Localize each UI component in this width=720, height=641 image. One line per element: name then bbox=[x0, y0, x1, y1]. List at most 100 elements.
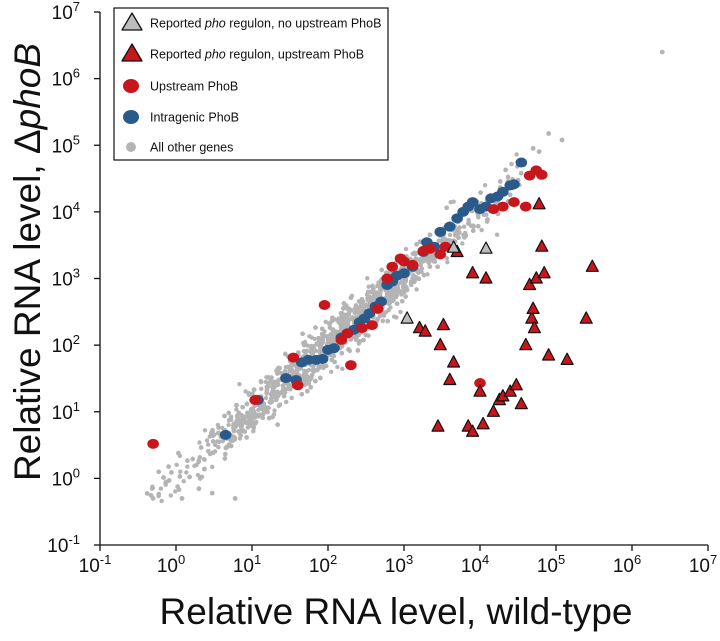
gene-point bbox=[404, 285, 409, 290]
x-tick-label: 107 bbox=[689, 552, 717, 577]
gene-point bbox=[380, 318, 385, 324]
gene-point bbox=[281, 388, 286, 393]
gene-point bbox=[210, 428, 215, 433]
gene-point bbox=[379, 287, 384, 293]
reported-pho-regulon-upstream-phob-point bbox=[473, 384, 487, 397]
gene-point bbox=[461, 224, 467, 229]
gene-point bbox=[216, 430, 221, 436]
gene-point bbox=[201, 457, 207, 462]
gene-point bbox=[309, 375, 314, 381]
gene-point bbox=[302, 370, 307, 376]
gene-point bbox=[237, 382, 242, 387]
gene-point bbox=[176, 450, 181, 456]
gene-point bbox=[446, 238, 451, 243]
gene-point bbox=[259, 406, 264, 411]
gene-point bbox=[238, 433, 243, 438]
upstream-phob-point bbox=[287, 352, 300, 363]
gene-point bbox=[178, 469, 183, 474]
gene-point bbox=[363, 332, 368, 338]
intragenic-phob-point bbox=[328, 343, 340, 354]
gene-point bbox=[251, 429, 256, 434]
upstream-phob-point bbox=[341, 328, 354, 339]
gene-point bbox=[226, 410, 231, 416]
gene-point bbox=[209, 490, 215, 496]
gene-point bbox=[412, 250, 417, 256]
gene-point bbox=[315, 367, 320, 373]
gene-point bbox=[223, 445, 228, 451]
gene-point bbox=[514, 152, 519, 157]
gene-point bbox=[260, 415, 265, 420]
gene-point bbox=[420, 257, 425, 262]
reported-pho-regulon-upstream-phob-point bbox=[447, 355, 461, 368]
gene-point bbox=[150, 485, 155, 491]
gene-point bbox=[156, 469, 161, 474]
gene-point bbox=[498, 179, 503, 184]
gene-point bbox=[393, 287, 399, 292]
gene-point bbox=[379, 267, 384, 273]
gene-point bbox=[275, 422, 280, 427]
gene-point bbox=[222, 456, 228, 461]
gene-point bbox=[494, 232, 500, 237]
gene-point bbox=[239, 423, 245, 428]
legend-item-intragenic-phob: Intragenic PhoB bbox=[123, 110, 239, 125]
gene-point bbox=[204, 438, 210, 443]
reported-pho-regulon-upstream-phob-point bbox=[418, 324, 432, 337]
gene-point bbox=[264, 387, 270, 393]
upstream-phob-point bbox=[406, 259, 419, 270]
gene-point bbox=[244, 435, 249, 440]
gene-point bbox=[340, 366, 345, 371]
x-tick-label: 100 bbox=[157, 552, 185, 577]
intragenic-phob-point bbox=[434, 226, 447, 237]
upstream-phob-point bbox=[535, 169, 548, 180]
gene-point bbox=[425, 272, 430, 277]
y-axis-title: Relative RNA level, ΔphoB bbox=[7, 43, 48, 481]
reported-pho-regulon-upstream-phob-point bbox=[433, 337, 447, 351]
gene-point bbox=[361, 337, 366, 343]
gene-point bbox=[211, 439, 216, 444]
legend-circle-marker bbox=[123, 110, 139, 124]
gene-point bbox=[419, 266, 425, 271]
intragenic-phob-point bbox=[363, 308, 376, 319]
y-tick-label: 101 bbox=[52, 399, 80, 424]
gene-point bbox=[355, 348, 360, 353]
y-tick-label: 107 bbox=[52, 0, 80, 24]
upstream-phob-point bbox=[487, 204, 500, 215]
y-tick-label: 100 bbox=[52, 465, 80, 490]
gene-point bbox=[231, 423, 236, 429]
gene-point bbox=[258, 379, 264, 385]
gene-point bbox=[305, 389, 310, 394]
gene-point bbox=[197, 440, 202, 445]
gene-point bbox=[259, 386, 264, 391]
gene-point bbox=[216, 445, 221, 450]
gene-point bbox=[353, 337, 359, 342]
y-tick-label: 102 bbox=[52, 332, 80, 357]
legend-label: Upstream PhoB bbox=[150, 80, 238, 94]
y-tick-label: 104 bbox=[52, 199, 80, 224]
gene-point bbox=[305, 343, 310, 348]
gene-point bbox=[179, 496, 185, 501]
gene-point bbox=[386, 307, 391, 313]
gene-point bbox=[324, 334, 330, 339]
gene-point bbox=[659, 49, 665, 55]
gene-point bbox=[421, 272, 427, 278]
gene-point bbox=[350, 315, 355, 320]
gene-point bbox=[185, 458, 190, 463]
gene-point bbox=[436, 238, 442, 244]
legend-label: Reported pho regulon, no upstream PhoB bbox=[150, 17, 381, 31]
gene-point bbox=[316, 364, 321, 369]
gene-point bbox=[320, 363, 325, 369]
gene-point bbox=[431, 259, 436, 264]
gene-point bbox=[145, 491, 150, 496]
upstream-phob-point bbox=[434, 249, 447, 260]
gene-point bbox=[302, 349, 308, 354]
reported-pho-regulon-no-upstream-phob-point bbox=[447, 240, 461, 253]
y-tick-label: 106 bbox=[52, 66, 80, 91]
gene-point bbox=[416, 276, 422, 281]
gene-point bbox=[460, 241, 465, 246]
gene-point bbox=[257, 412, 262, 418]
intragenic-phob-point bbox=[466, 197, 479, 208]
gene-point bbox=[313, 325, 318, 330]
gene-point bbox=[530, 145, 536, 151]
gene-point bbox=[340, 311, 345, 316]
upstream-phob-point bbox=[371, 303, 384, 314]
